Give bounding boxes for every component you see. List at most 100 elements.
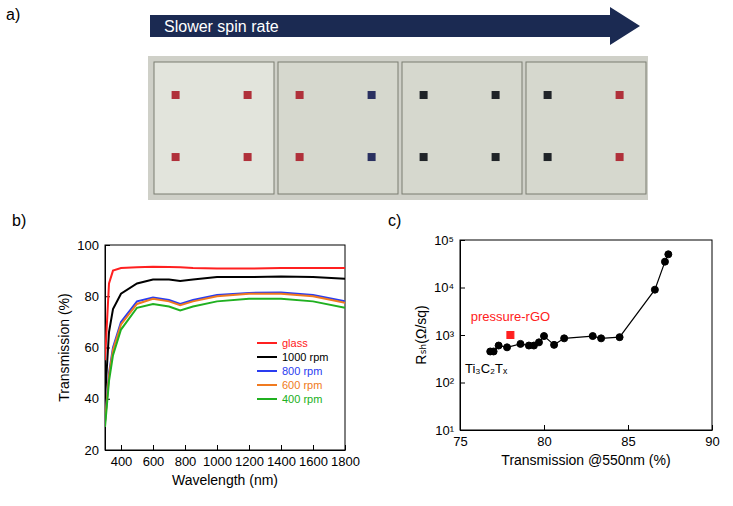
- x-tick: 80: [537, 425, 551, 449]
- contact-dot: [172, 91, 180, 99]
- plot-data: [105, 267, 345, 427]
- contact-dot: [616, 153, 624, 161]
- glass-substrate: [402, 62, 522, 194]
- x-tick-label: 1000: [203, 454, 232, 469]
- y-tick-mark: [460, 288, 465, 289]
- contact-dot: [296, 153, 304, 161]
- x-tick: 85: [621, 425, 635, 449]
- x-tick-mark: [628, 425, 629, 430]
- x-tick: 1000: [203, 445, 232, 469]
- series-line: [490, 254, 668, 351]
- x-tick-label: 800: [175, 454, 197, 469]
- x-tick-label: 400: [111, 454, 133, 469]
- series-line: [105, 267, 345, 361]
- legend-label: 400 rpm: [282, 393, 322, 405]
- data-point: [661, 258, 668, 265]
- y-tick: 10³: [435, 328, 465, 343]
- y-tick-mark: [460, 383, 465, 384]
- arrow: [150, 7, 640, 45]
- x-tick: 800: [175, 445, 197, 469]
- x-tick: 1400: [267, 445, 296, 469]
- x-tick-mark: [281, 445, 282, 450]
- panel-a: a)Slower spin rate: [6, 6, 648, 200]
- y-axis-title: Rₛₕ(Ω/sq): [413, 305, 429, 364]
- legend-label: 1000 rpm: [282, 351, 328, 363]
- data-point: [651, 286, 658, 293]
- y-tick-label: 10²: [435, 375, 454, 390]
- data-point: [517, 340, 524, 347]
- series-label: Ti₃C₂Tₓ: [465, 361, 508, 376]
- glass-substrate: [526, 62, 646, 194]
- data-point: [665, 251, 672, 258]
- contact-dot: [616, 91, 624, 99]
- x-tick-mark: [544, 425, 545, 430]
- y-tick-label: 80: [85, 289, 99, 304]
- x-tick: 600: [143, 445, 165, 469]
- data-point: [541, 333, 548, 340]
- panel-label: a): [6, 6, 20, 23]
- x-axis: 400 600 800 10001200140016001800: [106, 445, 360, 469]
- y-tick-label: 20: [85, 443, 99, 458]
- figure: a)Slower spin rateb)40060080010001200140…: [0, 0, 733, 506]
- y-tick-label: 10³: [435, 328, 454, 343]
- contact-dot: [244, 153, 252, 161]
- data-point: [598, 335, 605, 342]
- y-tick-label: 60: [85, 340, 99, 355]
- x-tick-label: 600: [143, 454, 165, 469]
- y-tick-label: 40: [85, 391, 99, 406]
- contact-dot: [368, 91, 376, 99]
- legend-swatch: [257, 342, 277, 344]
- contact-dot: [420, 153, 428, 161]
- x-tick-label: 1400: [267, 454, 296, 469]
- data-point: [504, 344, 511, 351]
- series-line: [105, 292, 345, 421]
- y-tick-mark: [460, 335, 465, 336]
- x-tick-mark: [153, 445, 154, 450]
- plot-frame: [105, 245, 345, 450]
- contact-dot: [296, 91, 304, 99]
- y-tick: 10²: [435, 375, 465, 390]
- x-tick: 1200: [235, 445, 264, 469]
- panel-label: c): [388, 212, 401, 229]
- y-tick: 80: [85, 289, 110, 304]
- contact-dot: [172, 153, 180, 161]
- x-tick-label: 75: [453, 434, 467, 449]
- contact-dot: [420, 91, 428, 99]
- legend-swatch: [257, 356, 277, 358]
- x-tick-mark: [121, 445, 122, 450]
- x-tick-label: 1600: [299, 454, 328, 469]
- contact-dot: [492, 91, 500, 99]
- data-point: [551, 341, 558, 348]
- series-label: pressure-rGO: [471, 309, 550, 324]
- series-line: [105, 294, 345, 422]
- x-tick: 1600: [299, 445, 328, 469]
- data-point: [507, 332, 514, 339]
- x-tick-label: 90: [705, 434, 719, 449]
- panel-scatter: c)7580859010¹10²10³10⁴10⁵Transmission @5…: [388, 212, 720, 468]
- x-tick-mark: [313, 445, 314, 450]
- plot-data: [487, 251, 672, 355]
- x-axis: 75 80 85 90: [453, 425, 719, 449]
- data-point: [490, 348, 497, 355]
- x-tick-mark: [249, 445, 250, 450]
- contact-dot: [544, 153, 552, 161]
- legend: glass1000 rpm800 rpm600 rpm400 rpm: [257, 337, 328, 405]
- x-tick-mark: [217, 445, 218, 450]
- contact-dot: [492, 153, 500, 161]
- data-point: [495, 342, 502, 349]
- x-tick-label: 1200: [235, 454, 264, 469]
- contact-dot: [544, 91, 552, 99]
- panel-line: b)40060080010001200140016001800204060801…: [12, 212, 360, 488]
- x-axis-title: Wavelength (nm): [172, 472, 278, 488]
- photo-background: [148, 56, 648, 200]
- legend-swatch: [257, 398, 277, 400]
- x-tick-label: 80: [537, 434, 551, 449]
- y-tick-label: 10¹: [435, 423, 454, 438]
- plot-frame: [460, 240, 712, 430]
- y-tick-label: 10⁵: [434, 233, 454, 248]
- x-tick-mark: [185, 445, 186, 450]
- x-tick-label: 1800: [331, 454, 360, 469]
- y-tick-label: 10⁴: [434, 280, 454, 295]
- data-point: [535, 339, 542, 346]
- data-point: [616, 334, 623, 341]
